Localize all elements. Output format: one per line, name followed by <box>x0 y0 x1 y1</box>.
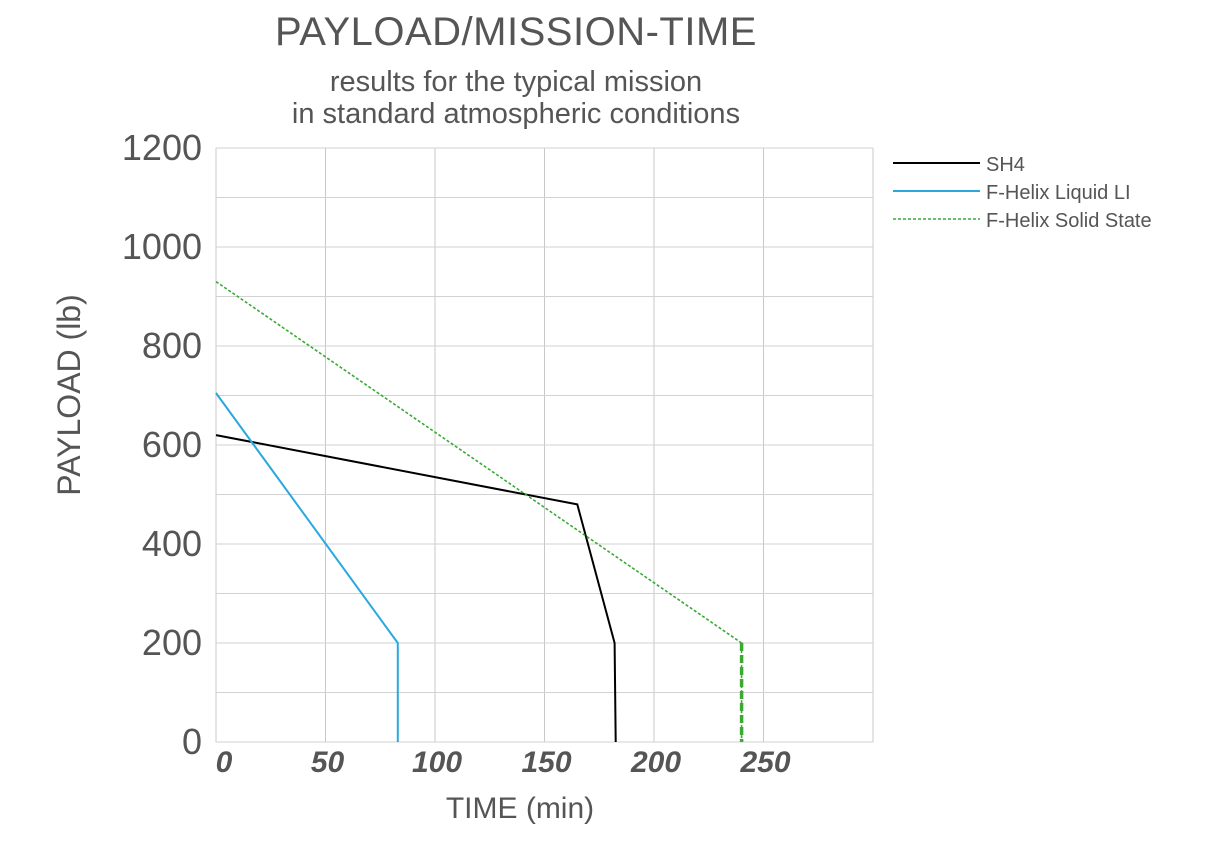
x-axis-label: TIME (min) <box>446 792 594 825</box>
y-tick-label: 200 <box>142 622 202 663</box>
y-tick-label: 600 <box>142 424 202 465</box>
series-line <box>215 392 399 742</box>
chart-subtitle-line-2: in standard atmospheric conditions <box>291 98 741 130</box>
y-axis-label: PAYLOAD (lb) <box>51 294 87 496</box>
legend-label: F-Helix Solid State <box>986 210 1152 232</box>
x-tick-label: 200 <box>630 746 681 779</box>
y-tick-label: 1200 <box>122 127 202 168</box>
y-tick-labels: 0 200 400 600 800 1000 1200 <box>122 127 202 762</box>
x-tick-label: 0 <box>216 746 233 779</box>
x-tick-label: 50 <box>311 746 345 779</box>
series-line <box>215 434 617 743</box>
x-tick-label: 100 <box>412 746 462 779</box>
x-tick-label: 250 <box>739 746 790 779</box>
series-line <box>215 280 743 742</box>
x-tick-labels: 0 50 100 150 200 250 <box>216 746 791 779</box>
grid-lines <box>215 147 874 743</box>
y-tick-label: 1000 <box>122 226 202 267</box>
legend-label: SH4 <box>986 154 1025 176</box>
series-lines <box>215 280 744 743</box>
legend: SH4 F-Helix Liquid LI F-Helix Solid State <box>893 154 1152 232</box>
y-tick-label: 800 <box>142 325 202 366</box>
chart-subtitle-line-1: results for the typical mission <box>329 66 703 98</box>
chart-title: PAYLOAD/MISSION-TIME <box>275 10 757 54</box>
x-tick-label: 150 <box>521 746 571 779</box>
y-tick-label: 400 <box>142 523 202 564</box>
legend-label: F-Helix Liquid LI <box>986 182 1131 204</box>
y-tick-label: 0 <box>182 721 202 762</box>
